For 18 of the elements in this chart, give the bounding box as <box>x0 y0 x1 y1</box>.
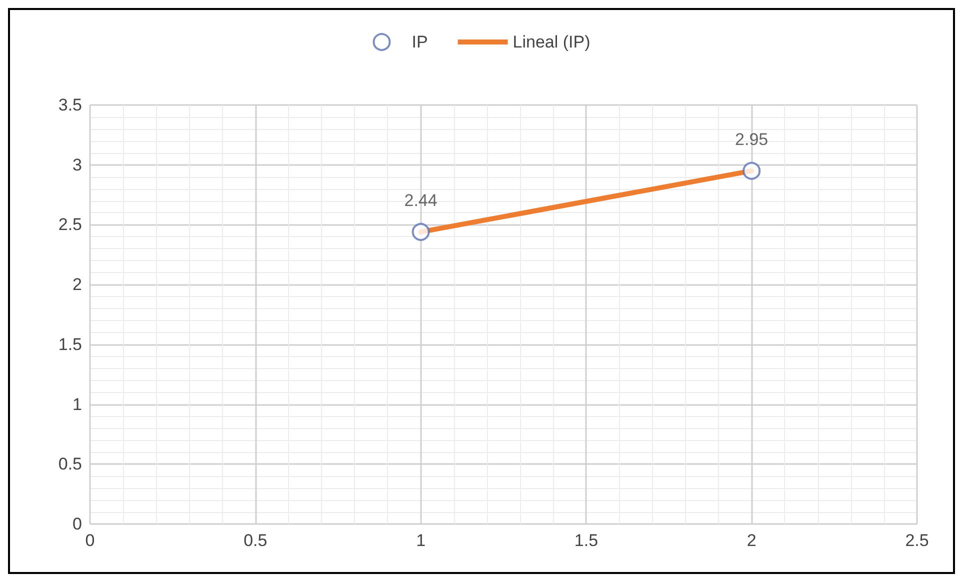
x-tick-label: 1 <box>416 531 426 550</box>
y-tick-label: 3 <box>72 155 82 174</box>
y-tick-label: 3.5 <box>58 96 82 114</box>
x-tick-label: 2.5 <box>905 531 929 550</box>
legend-label: IP <box>412 32 428 52</box>
x-tick-label: 0.5 <box>244 531 268 550</box>
y-tick-label: 1.5 <box>58 334 82 354</box>
data-label: 2.44 <box>404 190 438 210</box>
y-tick-label: 0 <box>72 514 82 534</box>
y-tick-label: 0.5 <box>58 454 82 474</box>
legend-label: Lineal (IP) <box>512 32 590 52</box>
y-tick-label: 2.5 <box>58 215 82 234</box>
x-tick-label: 0 <box>85 531 95 550</box>
x-tick-label: 2 <box>746 531 756 550</box>
x-tick-label: 1.5 <box>574 531 598 550</box>
data-label: 2.95 <box>735 130 768 149</box>
y-tick-label: 1 <box>72 394 82 414</box>
y-tick-label: 2 <box>72 275 82 294</box>
